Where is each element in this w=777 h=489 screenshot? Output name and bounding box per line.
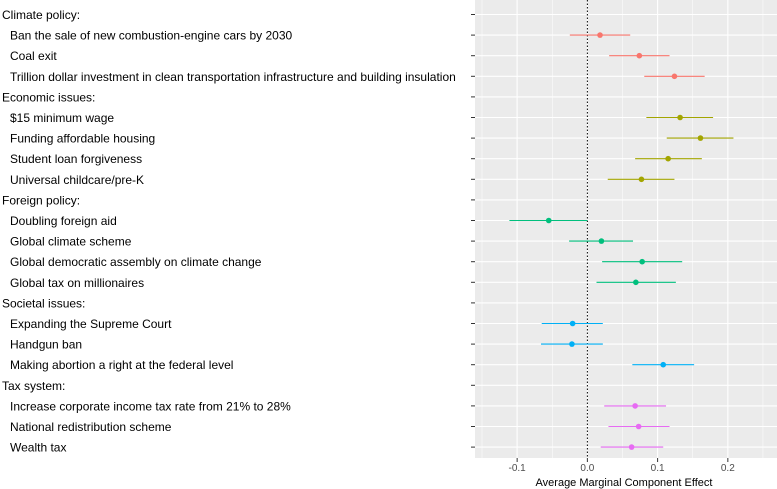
- group-header-label: Economic issues:: [2, 90, 95, 104]
- row-label: Wealth tax: [10, 441, 66, 455]
- row-label: Trillion dollar investment in clean tran…: [10, 70, 456, 84]
- row-label: Global tax on millionaires: [10, 276, 144, 290]
- row-label: Funding affordable housing: [10, 132, 155, 146]
- row-label: Expanding the Supreme Court: [10, 317, 172, 331]
- row-label: Increase corporate income tax rate from …: [10, 399, 291, 413]
- row-label: $15 minimum wage: [10, 111, 114, 125]
- estimate-point: [569, 341, 575, 347]
- x-tick-label: 0.2: [721, 463, 735, 474]
- row-label: Universal childcare/pre-K: [10, 173, 144, 187]
- data-rows: [509, 32, 734, 450]
- x-tick-label: 0.1: [651, 463, 665, 474]
- estimate-point: [635, 423, 642, 430]
- estimate-point: [633, 279, 639, 286]
- estimate-point: [639, 258, 645, 265]
- estimate-point: [598, 238, 605, 244]
- row-label: Global climate scheme: [10, 235, 132, 249]
- row-label: Handgun ban: [10, 338, 82, 352]
- row-label: Making abortion a right at the federal l…: [10, 358, 233, 372]
- estimate-point: [665, 155, 671, 162]
- estimate-point: [597, 32, 603, 38]
- estimate-point: [569, 320, 576, 327]
- estimate-point: [636, 52, 643, 59]
- x-tick-label: 0.0: [580, 463, 594, 474]
- group-header-label: Climate policy:: [2, 8, 80, 22]
- estimate-point: [671, 73, 678, 80]
- row-label: Student loan forgiveness: [10, 152, 142, 166]
- estimate-point: [697, 135, 704, 141]
- estimate-point: [632, 403, 638, 409]
- estimate-point: [638, 176, 645, 183]
- row-label: Ban the sale of new combustion-engine ca…: [10, 29, 293, 43]
- x-axis: -0.1 0.0 0.1 0.2: [509, 458, 735, 474]
- x-axis-title: Average Marginal Component Effect: [536, 477, 713, 489]
- estimate-point: [677, 114, 683, 121]
- estimate-point: [545, 217, 552, 224]
- row-label: Coal exit: [10, 49, 57, 63]
- y-axis-labels: Climate policy: Ban the sale of new combu…: [2, 8, 456, 455]
- group-header-label: Tax system:: [2, 379, 65, 393]
- group-header-label: Societal issues:: [2, 296, 85, 310]
- x-tick-label: -0.1: [509, 463, 527, 474]
- estimate-point: [660, 361, 667, 368]
- group-header-label: Foreign policy:: [2, 193, 80, 207]
- row-label: Doubling foreign aid: [10, 214, 117, 228]
- row-label: National redistribution scheme: [10, 420, 172, 434]
- estimate-point: [628, 444, 635, 450]
- y-axis-ticks: [471, 14, 475, 448]
- row-label: Global democratic assembly on climate ch…: [10, 255, 262, 269]
- plot-panel: [475, 0, 777, 458]
